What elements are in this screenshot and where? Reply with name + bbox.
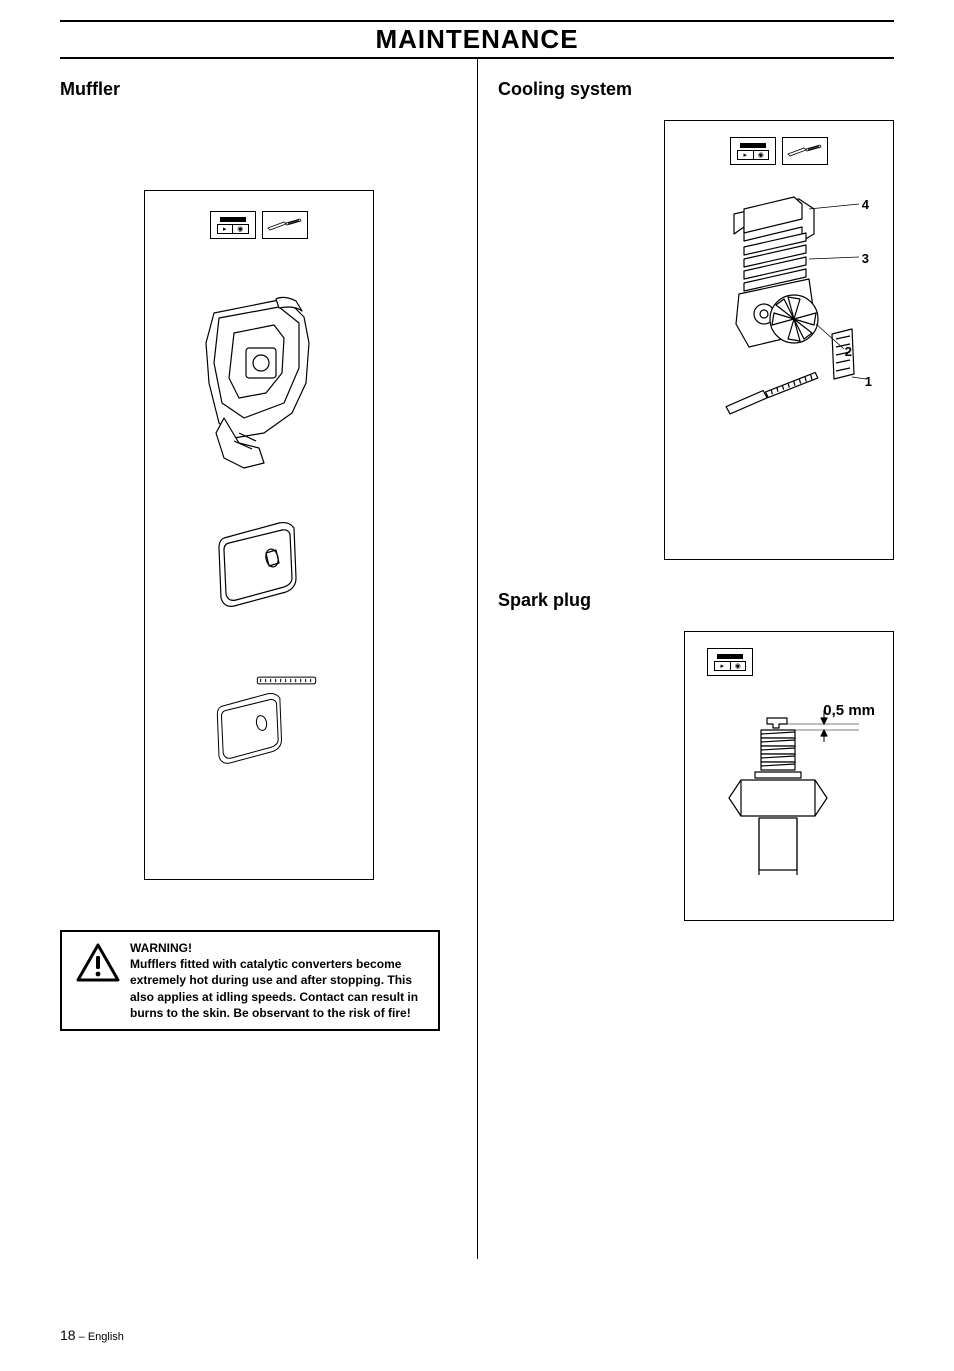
warning-box: WARNING! Mufflers fitted with catalytic … (60, 930, 440, 1031)
callout-3: 3 (862, 251, 869, 266)
off-switch-icons-cooling: ▸ ◉ (730, 137, 828, 165)
cooling-figure: ▸ ◉ (664, 120, 894, 560)
cooling-system-illustration: 4 3 2 1 (694, 179, 864, 479)
stop-switch-icon: ▸ ◉ (707, 648, 753, 676)
muffler-box-2-illustration (184, 653, 334, 793)
screwdriver-icon (262, 211, 308, 239)
off-switch-icons-spark: ▸ ◉ (707, 648, 753, 676)
muffler-engine-illustration (184, 283, 334, 473)
muffler-box-1-illustration (184, 503, 334, 623)
warning-icon (72, 940, 124, 1021)
page-number: 18 (60, 1327, 76, 1343)
callout-1: 1 (865, 374, 872, 389)
spark-heading: Spark plug (498, 590, 894, 611)
callout-2: 2 (845, 344, 852, 359)
warning-text: WARNING! Mufflers fitted with catalytic … (124, 940, 428, 1021)
left-column: Muffler ▸ ◉ (60, 59, 477, 1259)
spark-plug-illustration (719, 690, 859, 870)
stop-switch-icon: ▸ ◉ (210, 211, 256, 239)
cooling-heading: Cooling system (498, 79, 894, 100)
content-area: Muffler ▸ ◉ (60, 59, 894, 1259)
screwdriver-icon (782, 137, 828, 165)
muffler-heading: Muffler (60, 79, 457, 100)
muffler-figure: ▸ ◉ (144, 190, 374, 880)
right-column: Cooling system ▸ ◉ (477, 59, 894, 1259)
callout-4: 4 (862, 197, 869, 212)
spark-plug-figure: ▸ ◉ 0,5 mm (684, 631, 894, 921)
off-switch-icons: ▸ ◉ (210, 211, 308, 239)
warning-title: WARNING! (130, 941, 192, 955)
language-label: English (88, 1331, 124, 1343)
warning-body: Mufflers fitted with catalytic converter… (130, 957, 418, 1020)
stop-switch-icon: ▸ ◉ (730, 137, 776, 165)
page-header: MAINTENANCE (60, 20, 894, 59)
footer-dash: – (79, 1331, 88, 1343)
page-footer: 18 – English (60, 1327, 124, 1343)
page-title: MAINTENANCE (60, 24, 894, 55)
